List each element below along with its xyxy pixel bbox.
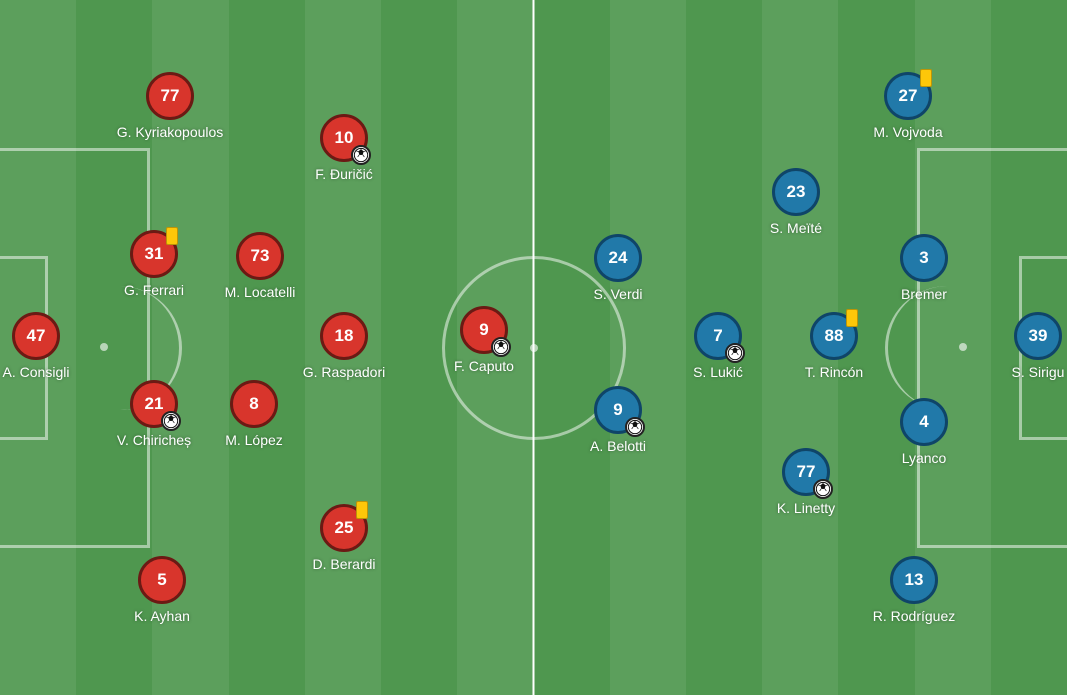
- player-number: 73: [251, 246, 270, 266]
- player-number: 4: [919, 412, 928, 432]
- player-number: 31: [145, 244, 164, 264]
- yellow-card-icon: [166, 227, 178, 245]
- player-marker[interactable]: 23: [772, 168, 820, 216]
- player-name-label: K. Ayhan: [134, 608, 190, 624]
- player-name-label: M. Locatelli: [225, 284, 296, 300]
- player-number: 88: [825, 326, 844, 346]
- player-number: 9: [613, 400, 622, 420]
- player-name-label: K. Linetty: [777, 500, 835, 516]
- player-name-label: S. Sirigu: [1012, 364, 1065, 380]
- player-number: 77: [797, 462, 816, 482]
- goal-icon: [161, 411, 181, 431]
- player-number: 8: [249, 394, 258, 414]
- player-name-label: A. Consigli: [3, 364, 70, 380]
- player-name-label: D. Berardi: [312, 556, 375, 572]
- goal-icon: [725, 343, 745, 363]
- player-number: 77: [161, 86, 180, 106]
- football-pitch: 47A. Consigli77G. Kyriakopoulos31G. Ferr…: [0, 0, 1067, 695]
- player-marker[interactable]: 5: [138, 556, 186, 604]
- player-marker[interactable]: 77: [146, 72, 194, 120]
- yellow-card-icon: [920, 69, 932, 87]
- player-number: 27: [899, 86, 918, 106]
- player-number: 25: [335, 518, 354, 538]
- player-marker[interactable]: 7: [694, 312, 742, 360]
- player-name-label: V. Chiricheș: [117, 432, 191, 448]
- player-number: 9: [479, 320, 488, 340]
- player-marker[interactable]: 27: [884, 72, 932, 120]
- player-name-label: Lyanco: [902, 450, 947, 466]
- player-number: 18: [335, 326, 354, 346]
- player-marker[interactable]: 31: [130, 230, 178, 278]
- player-marker[interactable]: 10: [320, 114, 368, 162]
- player-marker[interactable]: 18: [320, 312, 368, 360]
- player-name-label: F. Đuričić: [315, 166, 373, 182]
- player-number: 7: [713, 326, 722, 346]
- player-number: 5: [157, 570, 166, 590]
- goal-icon: [491, 337, 511, 357]
- player-name-label: S. Meïté: [770, 220, 822, 236]
- player-marker[interactable]: 4: [900, 398, 948, 446]
- left-penalty-spot: [100, 343, 108, 351]
- player-number: 3: [919, 248, 928, 268]
- player-name-label: M. López: [225, 432, 283, 448]
- player-marker[interactable]: 39: [1014, 312, 1062, 360]
- player-marker[interactable]: 13: [890, 556, 938, 604]
- player-marker[interactable]: 9: [460, 306, 508, 354]
- player-name-label: A. Belotti: [590, 438, 646, 454]
- player-marker[interactable]: 9: [594, 386, 642, 434]
- goal-icon: [625, 417, 645, 437]
- yellow-card-icon: [846, 309, 858, 327]
- player-marker[interactable]: 3: [900, 234, 948, 282]
- player-marker[interactable]: 88: [810, 312, 858, 360]
- player-name-label: Bremer: [901, 286, 947, 302]
- goal-icon: [813, 479, 833, 499]
- player-name-label: S. Verdi: [593, 286, 642, 302]
- player-name-label: G. Ferrari: [124, 282, 184, 298]
- player-marker[interactable]: 25: [320, 504, 368, 552]
- player-marker[interactable]: 73: [236, 232, 284, 280]
- player-name-label: G. Raspadori: [303, 364, 385, 380]
- center-spot: [530, 344, 538, 352]
- player-name-label: G. Kyriakopoulos: [117, 124, 224, 140]
- player-marker[interactable]: 24: [594, 234, 642, 282]
- right-penalty-spot: [959, 343, 967, 351]
- player-name-label: S. Lukić: [693, 364, 743, 380]
- player-name-label: T. Rincón: [805, 364, 863, 380]
- player-number: 10: [335, 128, 354, 148]
- player-number: 13: [905, 570, 924, 590]
- player-name-label: R. Rodríguez: [873, 608, 955, 624]
- player-marker[interactable]: 8: [230, 380, 278, 428]
- player-marker[interactable]: 47: [12, 312, 60, 360]
- player-number: 21: [145, 394, 164, 414]
- player-name-label: F. Caputo: [454, 358, 514, 374]
- pitch-stripe: [229, 0, 305, 695]
- player-marker[interactable]: 77: [782, 448, 830, 496]
- yellow-card-icon: [356, 501, 368, 519]
- player-number: 24: [609, 248, 628, 268]
- player-marker[interactable]: 21: [130, 380, 178, 428]
- player-number: 23: [787, 182, 806, 202]
- player-number: 47: [27, 326, 46, 346]
- player-number: 39: [1029, 326, 1048, 346]
- player-name-label: M. Vojvoda: [873, 124, 942, 140]
- goal-icon: [351, 145, 371, 165]
